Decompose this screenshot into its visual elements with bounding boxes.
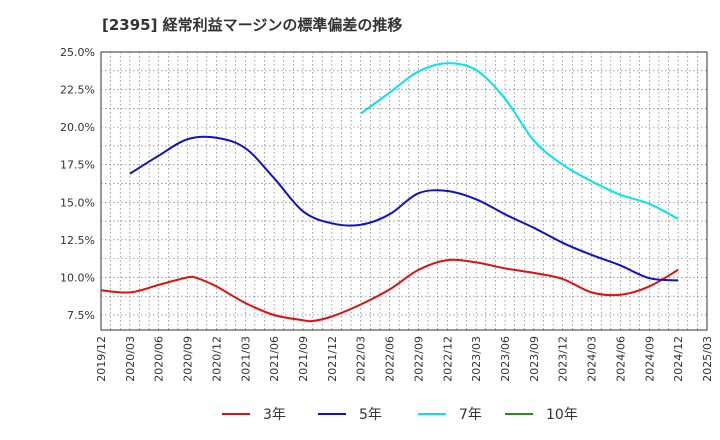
x-tick-label: 2022/06 [384,336,397,382]
legend-label: 3年 [263,407,286,423]
x-tick-label: 2022/09 [412,336,425,382]
x-tick-label: 2021/06 [268,336,281,382]
x-tick-label: 2024/06 [614,336,627,382]
x-tick-label: 2021/12 [326,336,339,382]
x-tick-label: 2024/03 [586,336,599,382]
legend-label: 10年 [546,407,578,423]
x-tick-label: 2021/03 [239,336,252,382]
series-line-3年 [100,258,679,323]
y-tick-label: 20.0% [60,121,95,134]
x-tick-label: 2023/06 [499,336,512,382]
y-tick-label: 25.0% [60,46,95,59]
x-tick-label: 2023/03 [470,336,483,382]
series-line-5年 [129,135,679,282]
y-tick-label: 12.5% [60,234,95,247]
x-tick-label: 2022/03 [355,336,368,382]
x-tick-label: 2024/12 [672,336,685,382]
y-tick-label: 15.0% [60,196,95,209]
series-line-7年 [360,62,679,220]
legend-label: 5年 [359,407,382,423]
x-tick-label: 2020/06 [153,336,166,382]
legend-label: 7年 [459,407,482,423]
y-tick-label: 7.5% [67,309,95,322]
x-tick-label: 2019/12 [95,336,108,382]
x-tick-label: 2023/09 [528,336,541,382]
x-tick-label: 2020/12 [210,336,223,382]
x-tick-label: 2021/09 [297,336,310,382]
chart-title: [2395] 経常利益マージンの標準偏差の推移 [102,16,403,34]
y-tick-label: 10.0% [60,271,95,284]
plot-area [100,51,708,331]
x-tick-label: 2022/12 [441,336,454,382]
y-tick-label: 17.5% [60,159,95,172]
x-tick-label: 2020/03 [124,336,137,382]
x-tick-label: 2020/09 [182,336,195,382]
y-tick-label: 22.5% [60,84,95,97]
x-tick-label: 2024/09 [643,336,656,382]
x-tick-label: 2025/03 [701,336,714,382]
x-tick-label: 2023/12 [557,336,570,382]
